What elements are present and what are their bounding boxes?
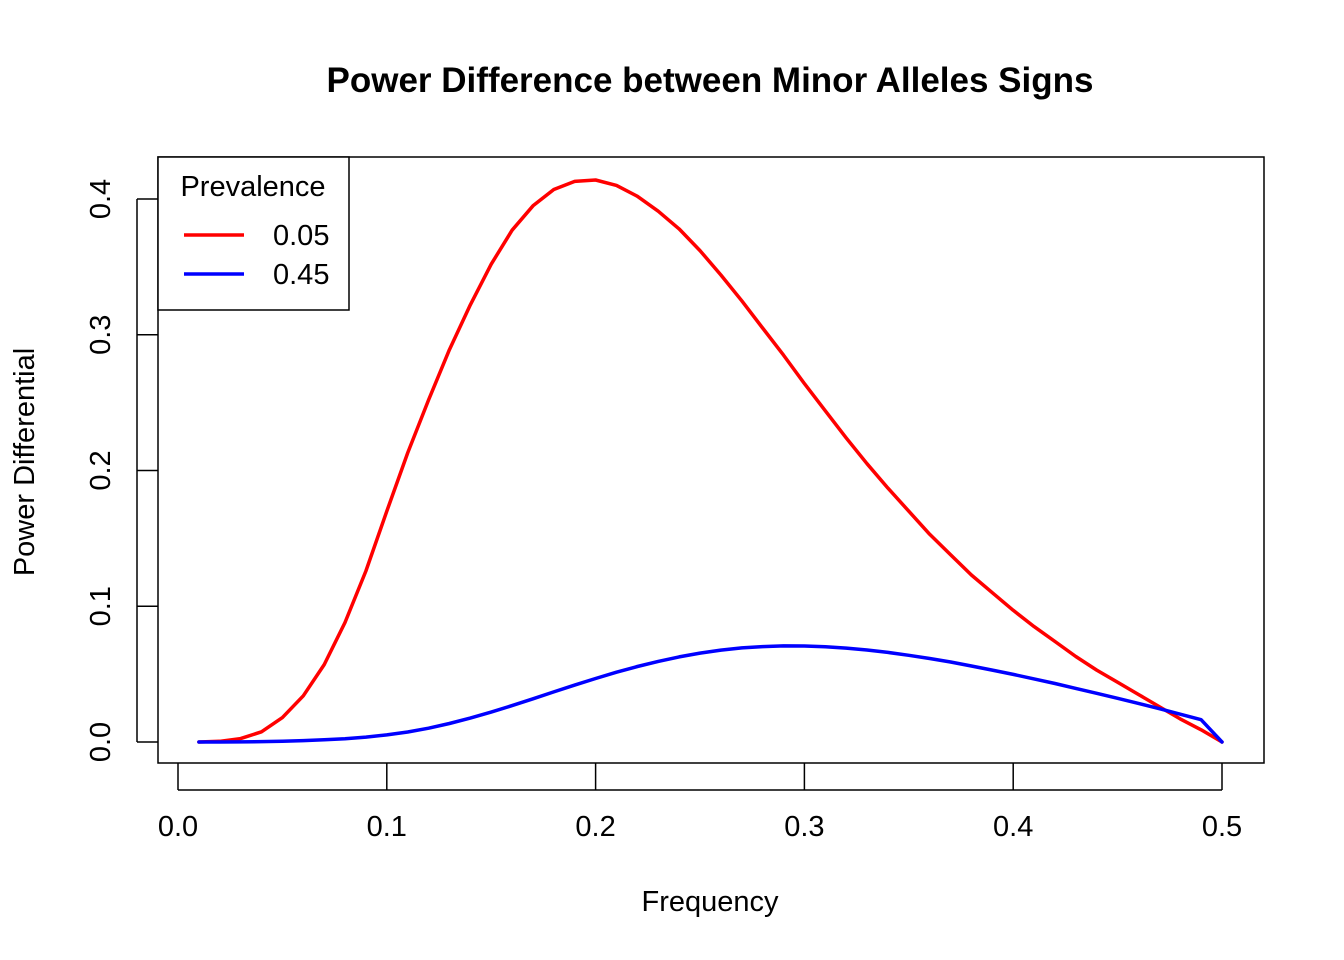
series-layer bbox=[197, 178, 1224, 744]
x-tick-label: 0.2 bbox=[575, 811, 615, 843]
y-tick-label: 0.4 bbox=[85, 179, 117, 219]
plot-frame bbox=[157, 156, 1265, 764]
y-tick-label: 0.1 bbox=[85, 586, 117, 626]
y-tick-label: 0.3 bbox=[85, 315, 117, 355]
chart-title: Power Difference between Minor Alleles S… bbox=[327, 61, 1094, 100]
series-line-0 bbox=[197, 178, 1224, 744]
x-tick-label: 0.1 bbox=[367, 811, 407, 843]
x-tick-label: 0.4 bbox=[993, 811, 1033, 843]
x-tick-label: 0.5 bbox=[1202, 811, 1242, 843]
y-tick-label: 0.0 bbox=[85, 722, 117, 762]
x-axis: 0.0 0.1 0.2 0.3 0.4 0.5 bbox=[158, 763, 1242, 843]
x-tick-label: 0.3 bbox=[784, 811, 824, 843]
y-axis: 0.0 0.1 0.2 0.3 0.4 bbox=[85, 179, 158, 762]
legend-title: Prevalence bbox=[180, 171, 325, 203]
series-line-1 bbox=[197, 644, 1224, 744]
legend-label-1: 0.45 bbox=[273, 259, 329, 291]
y-tick-label: 0.2 bbox=[85, 450, 117, 490]
legend-label-0: 0.05 bbox=[273, 220, 329, 252]
y-axis-label: Power Differential bbox=[9, 348, 41, 576]
x-axis-label: Frequency bbox=[641, 886, 779, 918]
x-tick-label: 0.0 bbox=[158, 811, 198, 843]
legend: Prevalence 0.05 0.45 bbox=[157, 156, 350, 311]
